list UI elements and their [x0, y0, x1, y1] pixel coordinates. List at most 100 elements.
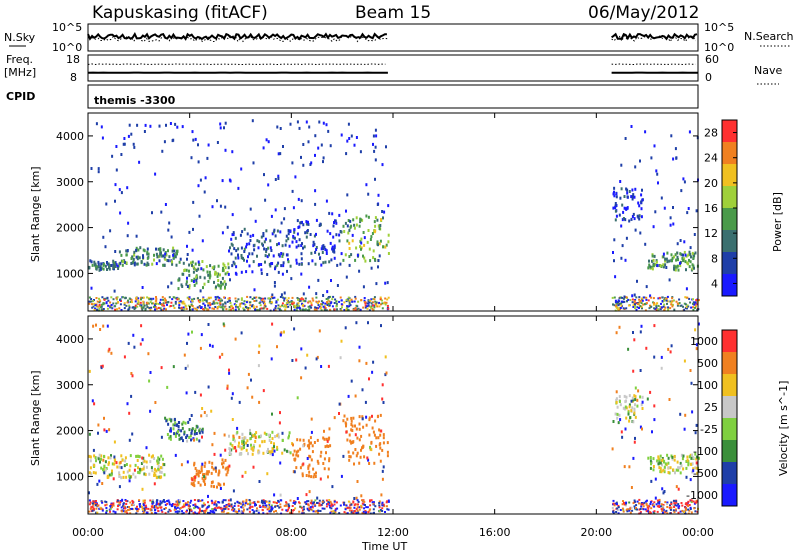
clutter-cell [640, 300, 642, 302]
noise-cell [657, 264, 659, 267]
range-cell [100, 467, 102, 470]
clutter-cell [620, 305, 622, 307]
range-cell [202, 431, 204, 434]
range-cell [265, 254, 267, 257]
freq-panel: Freq. [MHz] 18 8 60 0 Nave [4, 53, 782, 84]
range-cell [324, 438, 326, 441]
range-cell [147, 262, 149, 265]
range-cell [241, 247, 243, 250]
range-cell [616, 195, 618, 198]
range-cell [251, 447, 253, 450]
noise-cell [318, 121, 320, 124]
noise-cell [240, 234, 242, 237]
range-cell [202, 268, 204, 271]
clutter-cell [283, 300, 285, 302]
clutter-cell [386, 505, 388, 507]
clutter-cell [305, 298, 307, 300]
noise-cell [129, 439, 131, 442]
noise-cell [216, 199, 218, 202]
clutter-cell [262, 308, 264, 310]
clutter-cell [167, 301, 169, 303]
range-cell [194, 430, 196, 433]
range-cell [613, 420, 615, 423]
range-cell [360, 435, 362, 438]
noise-cell [684, 180, 686, 183]
range-cell [95, 472, 97, 475]
range-cell [374, 420, 376, 423]
range-cell [307, 229, 309, 232]
range-cell [137, 249, 139, 252]
range-cell [677, 461, 679, 464]
clutter-cell [286, 299, 288, 301]
range-cell [93, 471, 95, 474]
noise-cell [238, 436, 240, 439]
range-cell [380, 460, 382, 463]
range-cell [165, 419, 167, 422]
power-cells [88, 119, 700, 311]
clutter-cell [331, 504, 333, 506]
clutter-cell [657, 500, 659, 502]
noise-cell [133, 146, 135, 149]
range-cell [670, 466, 672, 469]
noise-cell [633, 338, 635, 341]
range-cell [178, 425, 180, 428]
range-cell [256, 255, 258, 258]
noise-cell [150, 371, 152, 374]
noise-cell [170, 282, 172, 285]
noise-cell [672, 206, 674, 209]
noise-cell [653, 356, 655, 359]
clutter-cell [165, 299, 167, 301]
clutter-cell [107, 297, 109, 299]
range-cell [359, 423, 361, 426]
clutter-cell [281, 305, 283, 307]
range-cell [615, 218, 617, 221]
clutter-cell [688, 298, 690, 300]
noise-cell [97, 432, 99, 435]
range-cell [198, 439, 200, 442]
noise-cell [220, 454, 222, 457]
noise-cell [198, 184, 200, 187]
clutter-cell [177, 507, 179, 509]
range-cell [127, 249, 129, 252]
clutter-cell [160, 299, 162, 301]
noise-cell [273, 229, 275, 232]
range-cell [256, 239, 258, 242]
range-cell [170, 438, 172, 441]
range-cell [280, 252, 282, 255]
range-cell [249, 437, 251, 440]
range-cell [173, 250, 175, 253]
noise-cell [386, 372, 388, 375]
noise-cell [380, 324, 382, 327]
clutter-cell [136, 508, 138, 510]
range-cell [634, 398, 636, 401]
range-cell [616, 417, 618, 420]
range-cell [265, 238, 267, 241]
range-cell [322, 462, 324, 465]
range-cell [207, 271, 209, 274]
range-cell [372, 427, 374, 430]
range-cell [228, 266, 230, 269]
clutter-cell [251, 305, 253, 307]
clutter-cell [193, 298, 195, 300]
clutter-cell [314, 504, 316, 506]
range-cell [178, 434, 180, 437]
range-cell [234, 440, 236, 443]
clutter-cell [627, 299, 629, 301]
clutter-cell [183, 308, 185, 310]
noise-cell [341, 475, 343, 478]
range-cell [261, 272, 263, 275]
freq-tick-bottom: 8 [70, 71, 77, 84]
clutter-cell [641, 302, 643, 304]
clutter-cell [643, 508, 645, 510]
clutter-cell [317, 302, 319, 304]
beam-title: Beam 15 [355, 3, 431, 23]
range-cell [383, 436, 385, 439]
range-cell [282, 273, 284, 276]
noise-cell [355, 321, 357, 324]
clutter-cell [632, 301, 634, 303]
clutter-cell [192, 308, 194, 310]
noise-cell [102, 325, 104, 328]
clutter-cell [628, 502, 630, 504]
range-cell [126, 463, 128, 466]
noise-cell [365, 401, 367, 404]
